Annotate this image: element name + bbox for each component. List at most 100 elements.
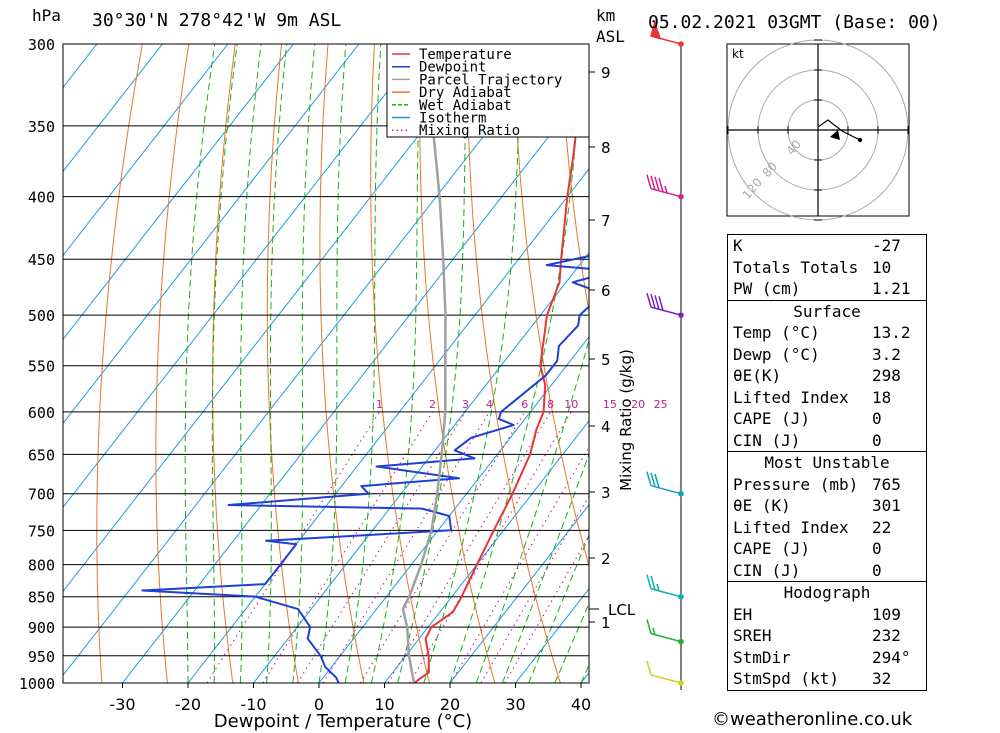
isotherm-line [253,252,589,683]
index-value: 232 [872,626,901,645]
wind-barb-column [646,19,684,690]
index-row: θE(K) 298 [728,365,926,387]
series-temperature [413,44,583,683]
x-tick-label: 10 [374,695,394,714]
wet-adiabat-line [397,44,468,683]
index-value: 301 [872,496,901,515]
km-tick-label: 9 [601,64,611,82]
legend-box [386,43,590,138]
index-row: StmSpd (kt) 32 [728,668,926,690]
index-label: Temp (°C) [733,323,820,342]
x-axis-label: Dewpoint / Temperature (°C) [214,711,472,732]
index-row: Totals Totals 10 [728,257,926,279]
wet-adiabat-line [423,44,521,683]
isotherm-line [63,44,491,593]
storm-motion-marker [830,130,840,140]
pressure-tick-700: 700 [28,486,55,504]
index-label: PW (cm) [733,279,801,298]
pressure-tick-300: 300 [28,36,55,54]
hodograph-unit: kt [732,47,744,61]
index-section-title: Hodograph [728,581,926,604]
dry-adiabat-line [978,44,1000,683]
pressure-tick-750: 750 [28,522,55,540]
wet-adiabat-line [475,338,589,683]
index-value: 294° [872,647,911,667]
index-row: CAPE (J) 0 [728,538,926,560]
dry-adiabat-line [266,44,299,683]
legend-entry: Mixing Ratio [419,123,520,139]
dry-adiabat-line [370,44,430,683]
index-row: EH 109 [728,604,926,626]
mixing-ratio-line [262,411,433,683]
index-value: 10 [872,257,892,277]
pressure-tick-900: 900 [28,619,55,637]
index-value: 22 [872,517,892,537]
mixing-ratio-label-6: 6 [521,398,528,411]
pressure-tick-500: 500 [28,307,55,325]
index-label: CIN (J) [733,430,801,450]
km-tick-label: 8 [601,139,611,157]
mixing-ratio-line [387,411,552,683]
mixing-ratio-label-4: 4 [486,398,493,411]
wet-adiabat-line [318,44,347,683]
x-tick-label: 0 [314,695,324,714]
mixing-ratio-label-10: 10 [564,398,578,411]
index-row: Lifted Index 18 [728,387,926,409]
index-value: 3.2 [872,344,901,364]
isotherm-line [449,503,589,683]
pressure-tick-450: 450 [28,251,55,269]
dry-adiabat-line [559,44,589,315]
km-tick-label: 4 [601,418,611,436]
index-label: Lifted Index [733,517,849,537]
index-section-title: Most Unstable [728,451,926,474]
wet-adiabat-line [449,44,582,683]
credit-footer: ©weatheronline.co.uk [712,709,913,730]
km-tick-label: 7 [601,212,611,230]
index-label: Dewp (°C) [733,344,820,364]
wet-adiabat-line [528,533,589,683]
pressure-tick-1000: 1000 [19,675,55,693]
km-tick-label: 3 [601,484,611,502]
wet-adiabat-line [211,44,238,683]
wet-adiabat-line [184,44,216,683]
mixing-ratio-line [504,534,589,683]
x-tick-label: 40 [571,695,591,714]
mixing-ratio-label-3: 3 [462,398,469,411]
isotherm-line [63,44,163,173]
pressure-tick-400: 400 [28,189,55,207]
index-value: 18 [872,387,892,407]
wind-level-dot [678,490,684,497]
index-label: SREH [733,626,772,645]
index-label: θE(K) [733,366,782,385]
legend-entry: Dry Adiabat [419,85,512,101]
mixing-ratio-label-8: 8 [547,398,554,411]
pressure-tick-650: 650 [28,446,55,464]
index-value: 13.2 [872,323,911,342]
index-row: CIN (J) 0 [728,560,926,582]
index-value: 32 [872,669,892,688]
km-unit-label: km [596,6,616,25]
hodograph-end-dot [857,137,863,143]
isotherm-line [63,44,294,341]
wet-adiabat-line [554,602,589,683]
wind-barb [646,574,682,598]
wind-barb [646,471,682,495]
index-row: CIN (J) 0 [728,430,926,452]
isotherm-line [63,44,360,425]
index-label: CAPE (J) [733,409,811,428]
index-label: Totals Totals [733,257,859,277]
x-tick-label: -10 [240,695,266,714]
index-value: 1.21 [872,279,911,298]
hodograph-trace [817,119,861,141]
index-label: Pressure (mb) [733,474,859,494]
index-label: StmDir [733,647,791,667]
km-tick-label: 5 [601,351,611,369]
wind-barb [650,19,682,45]
index-value: 0 [872,409,882,428]
isotherm-line [187,168,589,683]
mixing-ratio-label-20: 20 [631,398,645,411]
datetime-title: 05.02.2021 03GMT (Base: 00) [648,12,941,33]
pressure-tick-800: 800 [28,557,55,575]
